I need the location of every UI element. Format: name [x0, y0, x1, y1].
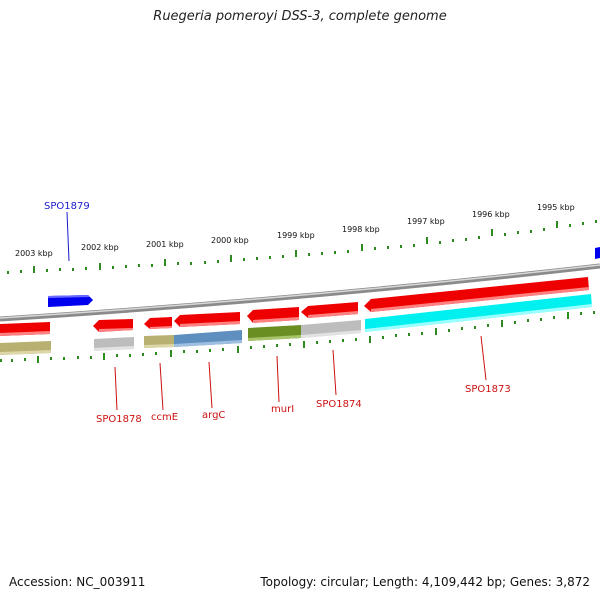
label-spo1879[interactable]: SPO1879 [44, 201, 90, 212]
gene-spo1874[interactable] [301, 302, 358, 318]
gene-forward-right-edge[interactable] [595, 247, 600, 259]
scale-label-2000: 2000 kbp [211, 236, 249, 245]
genome-summary-text: Topology: circular; Length: 4,109,442 bp… [260, 575, 590, 589]
accession-text: Accession: NC_003911 [9, 575, 146, 589]
label-ccmE[interactable]: ccmE [151, 412, 178, 423]
label-argC[interactable]: argC [202, 410, 225, 421]
scale-label-1995: 1995 kbp [537, 203, 575, 212]
label-spo1878[interactable]: SPO1878 [96, 414, 142, 425]
gene-spo1878[interactable] [93, 319, 133, 332]
map-title: Ruegeria pomeroyi DSS-3, complete genome [153, 9, 447, 24]
inner-tick-ring [0, 311, 595, 363]
scale-label-1996: 1996 kbp [472, 210, 510, 219]
outer-tick-ring [7, 220, 597, 274]
scale-label-2002: 2002 kbp [81, 243, 119, 252]
gene-ccmE[interactable] [144, 317, 172, 329]
label-spo1873[interactable]: SPO1873 [465, 384, 511, 395]
gene-argC[interactable] [174, 312, 240, 327]
label-murI[interactable]: murI [271, 404, 294, 415]
gene-murI[interactable] [247, 307, 299, 323]
scale-label-1998: 1998 kbp [342, 225, 380, 234]
genome-backbone [0, 263, 600, 322]
scale-label-1997: 1997 kbp [407, 217, 445, 226]
gene-reverse-left-edge[interactable] [0, 322, 50, 336]
scale-label-2003: 2003 kbp [15, 249, 53, 258]
gene-spo1873[interactable] [364, 277, 589, 312]
gene-spo1879[interactable] [48, 295, 93, 307]
scale-label-1999: 1999 kbp [277, 231, 315, 240]
cog-ring [0, 294, 592, 355]
scale-label-2001: 2001 kbp [146, 240, 184, 249]
label-spo1874[interactable]: SPO1874 [316, 399, 362, 410]
label-leaders [66, 211, 487, 411]
